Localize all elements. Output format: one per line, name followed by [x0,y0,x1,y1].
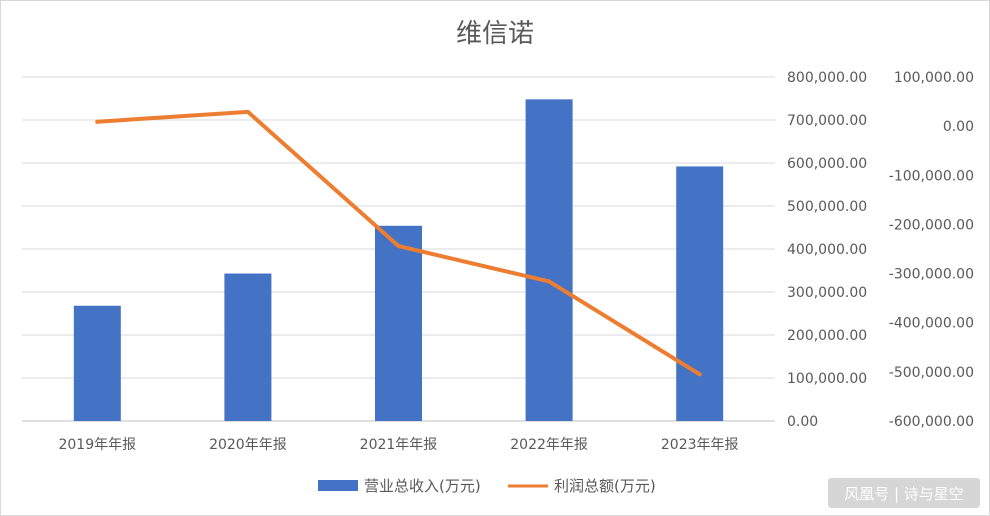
line-point-profit [95,119,100,124]
legend-label-profit: 利润总额(万元) [554,477,656,495]
x-axis-tick-label: 2021年年报 [360,437,438,453]
bar-revenue [676,166,724,421]
right-axis-tick-label: -500,000.00 [889,365,974,381]
gridlines [22,76,775,422]
line-point-profit [547,279,552,284]
left-axis-tick-label: 300,000.00 [787,285,867,301]
left-axis-tick-label: 100,000.00 [787,371,867,387]
right-axis-tick-label: -200,000.00 [889,217,974,233]
chart-title: 维信诺 [456,19,534,49]
right-axis-tick-label: -400,000.00 [889,316,974,332]
left-axis-tick-label: 0.00 [787,414,818,430]
right-axis-tick-label: -100,000.00 [889,168,974,184]
bar-revenue [525,99,573,422]
x-axis-tick-label: 2023年年报 [661,437,739,453]
line-point-profit [396,244,401,249]
legend: 营业总收入(万元) 利润总额(万元) [318,477,656,495]
right-axis-tick-label: 0.00 [943,119,974,135]
bar-revenue [375,225,422,421]
bar-revenue [73,305,121,421]
line-point-profit [245,109,250,114]
right-axis-tick-label: -300,000.00 [889,267,974,283]
line-series [95,109,702,377]
watermark: 风凰号 | 诗与星空 [828,478,980,508]
legend-swatch-revenue [318,480,358,491]
right-axis-tick-label: 100,000.00 [894,70,974,86]
line-point-profit [697,372,702,377]
x-axis-tick-label: 2022年年报 [510,437,588,453]
x-axis-labels: 2019年年报 2020年年报 2021年年报 2022年年报 2023年年报 [58,437,738,453]
left-axis-tick-label: 700,000.00 [787,113,867,129]
legend-label-revenue: 营业总收入(万元) [364,477,481,495]
x-axis-tick-label: 2019年年报 [58,437,136,453]
right-axis-tick-label: -600,000.00 [889,414,974,430]
bar-revenue [224,273,272,421]
left-axis-labels: 0.00 100,000.00 200,000.00 300,000.00 400,00… [787,70,867,430]
watermark-text: 风凰号 | 诗与星空 [844,485,964,503]
right-axis-labels: -600,000.00 -500,000.00 -400,000.00 -300,00… [889,70,974,430]
left-axis-tick-label: 800,000.00 [787,70,867,86]
left-axis-tick-label: 400,000.00 [787,242,867,258]
watermark-background [828,478,980,508]
bar-series [73,99,724,422]
left-axis-tick-label: 500,000.00 [787,199,867,215]
x-axis-tick-label: 2020年年报 [209,437,287,453]
left-axis-tick-label: 600,000.00 [787,156,867,172]
left-axis-tick-label: 200,000.00 [787,328,867,344]
